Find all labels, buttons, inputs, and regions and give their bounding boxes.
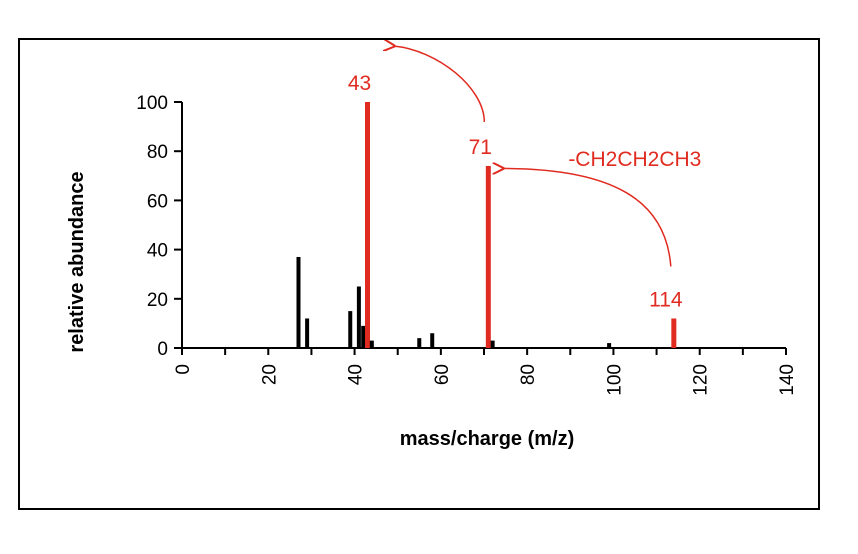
peak-bar-58 (430, 333, 435, 348)
peak-label-43: 43 (348, 72, 371, 95)
peak-bar-72 (490, 340, 495, 348)
loss-label-co: -CO (450, 40, 489, 43)
x-tick-label: 60 (432, 364, 453, 385)
peak-bar-29 (305, 318, 310, 348)
peak-bar-27 (296, 256, 301, 348)
loss-arrow-propyl (502, 168, 672, 267)
peak-bar-114 (671, 318, 677, 348)
peak-bar-71 (485, 165, 491, 348)
x-tick-label: 40 (346, 364, 367, 385)
peak-label-71: 71 (469, 136, 492, 159)
y-tick-label: 40 (147, 241, 168, 262)
x-tick-label: 140 (777, 364, 798, 396)
chart-frame: 0 20 40 60 80 100 0 20 40 60 80 100 120 140 43 71 114 -C… (18, 38, 820, 510)
peak-bar-99 (607, 343, 612, 348)
peak-bar-55 (417, 338, 422, 348)
peak-bar-42 (361, 325, 366, 348)
annotations: 43 71 114 -CO -CH2CH2CH3 (348, 40, 701, 311)
y-tick-label: 100 (136, 93, 168, 114)
x-tick-label: 80 (518, 364, 539, 385)
axes: 0 20 40 60 80 100 0 20 40 60 80 100 120 140 (136, 93, 798, 396)
y-tick-label: 80 (147, 142, 168, 163)
y-tick-label: 60 (147, 191, 168, 212)
loss-label-propyl: -CH2CH2CH3 (568, 148, 701, 171)
peak-bar-41 (356, 286, 361, 348)
y-tick-label: 0 (157, 339, 168, 360)
loss-arrow-co (394, 46, 486, 122)
peak-bar-39 (348, 311, 353, 348)
x-tick-label: 0 (173, 364, 194, 375)
peak-bar-44 (369, 340, 374, 348)
y-axis-title: relative abundance (66, 171, 88, 352)
x-axis-title: mass/charge (m/z) (400, 428, 575, 450)
peak-label-114: 114 (649, 288, 683, 311)
mass-spectrum-chart: 0 20 40 60 80 100 0 20 40 60 80 100 120 140 43 71 114 -C… (66, 40, 798, 450)
x-tick-label: 120 (691, 364, 712, 396)
x-tick-label: 100 (604, 364, 625, 396)
peak-bar-43 (365, 102, 371, 348)
x-tick-label: 20 (259, 364, 280, 385)
y-tick-label: 20 (147, 290, 168, 311)
bars (296, 102, 677, 348)
